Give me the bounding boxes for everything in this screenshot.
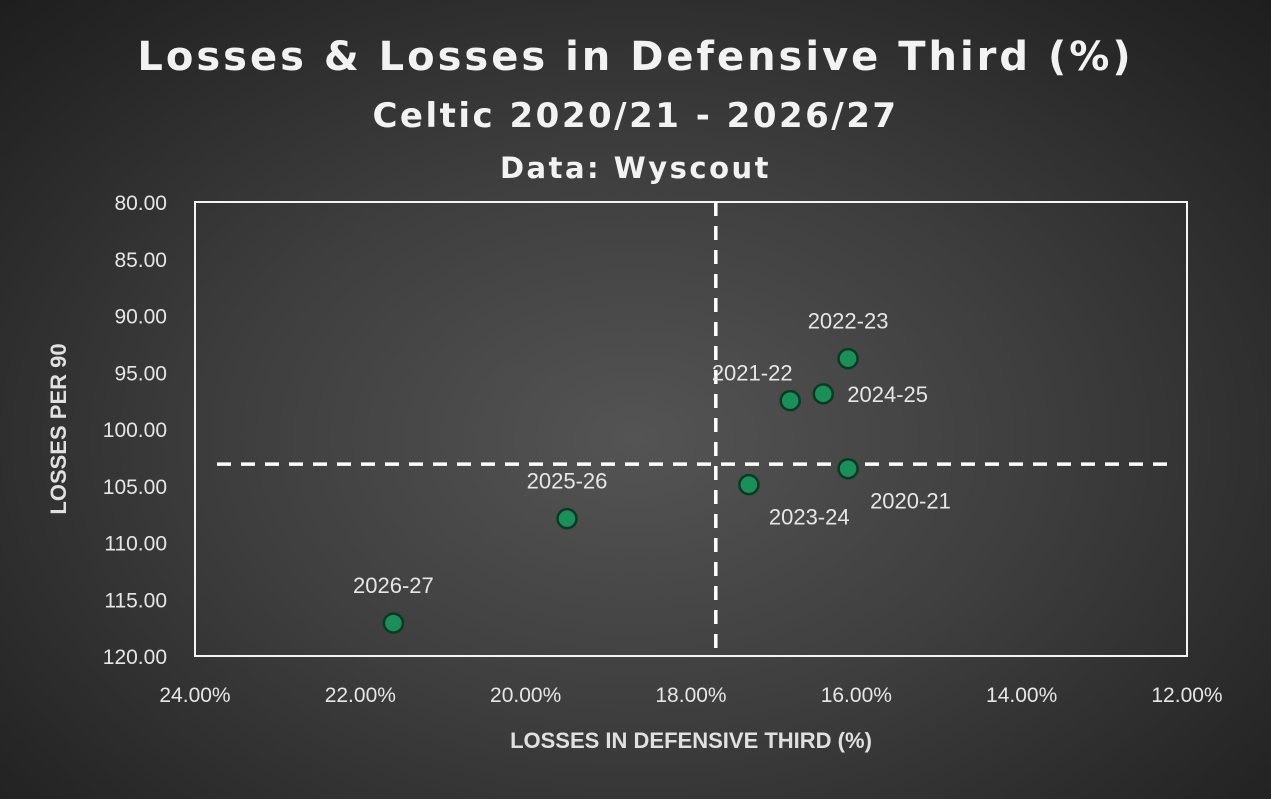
y-tick-label: 120.00 xyxy=(103,646,167,669)
data-source: Data: Wyscout xyxy=(499,151,772,185)
data-point-label: 2025-26 xyxy=(527,469,608,494)
data-point xyxy=(779,389,801,412)
y-tick-label: 115.00 xyxy=(104,589,167,612)
y-tick-label: 90.00 xyxy=(114,306,167,329)
x-tick-label: 22.00% xyxy=(325,684,396,707)
x-tick-label: 14.00% xyxy=(986,684,1057,707)
data-point-label: 2022-23 xyxy=(808,309,889,334)
x-tick-label: 12.00% xyxy=(1151,684,1222,707)
y-axis-title: LOSSES PER 90 xyxy=(46,343,71,514)
x-axis-title: LOSSES IN DEFENSIVE THIRD (%) xyxy=(510,728,872,753)
chart-title: Losses & Losses in Defensive Third (%) xyxy=(137,34,1134,80)
data-point xyxy=(837,347,859,370)
data-point xyxy=(738,473,760,496)
data-point-label: 2020-21 xyxy=(870,489,951,514)
y-tick-label: 85.00 xyxy=(114,249,167,272)
data-point xyxy=(556,507,578,530)
data-point-label: 2021-22 xyxy=(712,361,793,386)
x-tick-label: 16.00% xyxy=(821,684,892,707)
y-tick-label: 105.00 xyxy=(103,476,167,499)
x-tick-label: 18.00% xyxy=(655,684,726,707)
x-tick-label: 24.00% xyxy=(159,684,230,707)
data-point xyxy=(382,612,405,634)
plot-area-border xyxy=(194,201,1188,657)
data-point-label: 2024-25 xyxy=(847,382,928,407)
y-tick-label: 100.00 xyxy=(103,419,167,442)
x-tick-label: 20.00% xyxy=(490,684,561,707)
data-point xyxy=(812,383,835,405)
data-point-label: 2026-27 xyxy=(353,573,434,598)
data-point xyxy=(837,457,859,480)
y-tick-label: 110.00 xyxy=(104,533,167,556)
y-tick-label: 80.00 xyxy=(114,192,167,215)
data-point-label: 2023-24 xyxy=(769,505,850,530)
y-tick-label: 95.00 xyxy=(114,362,167,385)
chart-subtitle: Celtic 2020/21 - 2026/27 xyxy=(372,96,899,136)
